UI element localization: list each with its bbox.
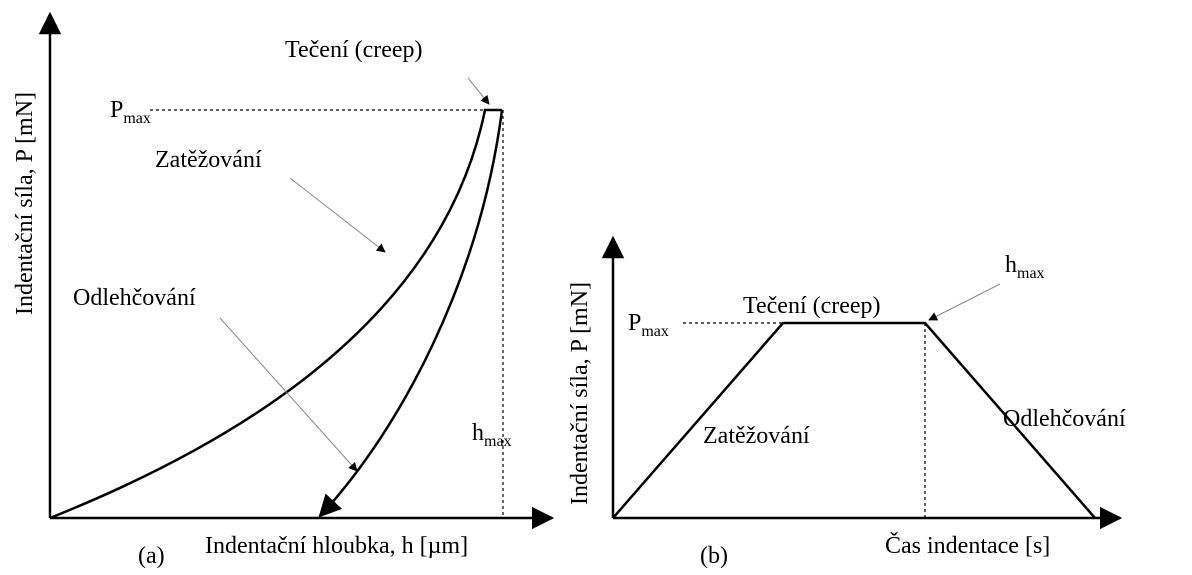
hmax-subscript: max (1017, 265, 1045, 282)
creep-label: Tečení (creep) (743, 293, 881, 319)
caption: (b) (700, 543, 728, 569)
pmax-subscript: max (123, 110, 151, 127)
pmax-symbol: P (628, 310, 641, 336)
unloading-label: Odlehčování (73, 285, 196, 311)
hmax-symbol: h (1005, 252, 1017, 278)
pmax-label: Pmax (628, 310, 669, 340)
loading-label: Zatěžování (155, 147, 262, 173)
hmax-label: hmax (1005, 252, 1045, 282)
x-axis-label: Indentační hloubka, h [µm] (205, 533, 468, 559)
y-axis-label: Indentační síla, P [mN] (567, 282, 593, 505)
creep-arrow (467, 77, 490, 105)
hmax-subscript: max (484, 433, 512, 450)
creep-label: Tečení (creep) (285, 37, 423, 63)
panel-a: Indentační síla, P [mN] Indentační hloub… (12, 11, 555, 569)
y-axis-label: Indentační síla, P [mN] (12, 92, 38, 315)
hmax-symbol: h (472, 420, 484, 446)
pmax-label: Pmax (110, 97, 151, 127)
panel-b: Indentační síla, P [mN] Čas indentace [s… (567, 235, 1126, 569)
unloading-arrow (219, 317, 358, 472)
loading-label: Zatěžování (703, 423, 810, 449)
caption: (a) (138, 543, 165, 569)
hmax-arrow (928, 283, 1001, 321)
load-profile (612, 321, 1096, 519)
loading-curve (49, 108, 502, 520)
pmax-symbol: P (110, 97, 123, 123)
loading-arrow (289, 177, 386, 253)
pmax-subscript: max (641, 323, 669, 340)
unloading-label: Odlehčování (1003, 406, 1126, 432)
x-axis-label: Čas indentace [s] (885, 532, 1050, 559)
hmax-label: hmax (472, 420, 512, 450)
unloading-curve (318, 109, 504, 518)
